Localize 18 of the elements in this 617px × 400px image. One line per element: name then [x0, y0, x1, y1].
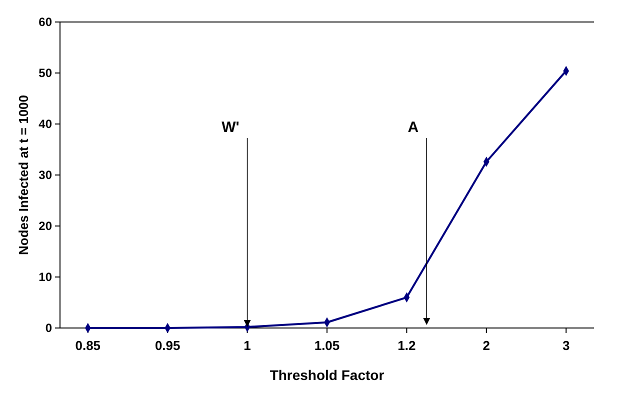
y-tick-label: 10: [38, 270, 52, 284]
y-tick-label: 40: [38, 117, 52, 132]
y-tick-label: 50: [38, 66, 52, 80]
annotation: W': [222, 119, 240, 136]
x-tick-label: 0.95: [154, 338, 180, 353]
x-tick-label: 0.85: [75, 338, 101, 353]
y-axis-title: Nodes Infected at t = 1000: [16, 94, 31, 256]
y-tick-label: 20: [38, 219, 52, 234]
annotation: A: [408, 119, 419, 136]
y-tick-label: 60: [38, 15, 52, 30]
x-tick-label: 1.2: [398, 338, 416, 353]
y-tick-label: 30: [38, 168, 52, 182]
x-axis-title: Threshold Factor: [270, 367, 385, 383]
x-tick-label: 1: [244, 338, 251, 353]
x-tick-label: 1.05: [314, 338, 340, 353]
y-tick-label: 0: [45, 321, 52, 336]
x-tick-label: 3: [562, 338, 570, 353]
x-tick-label: 2: [482, 338, 490, 353]
